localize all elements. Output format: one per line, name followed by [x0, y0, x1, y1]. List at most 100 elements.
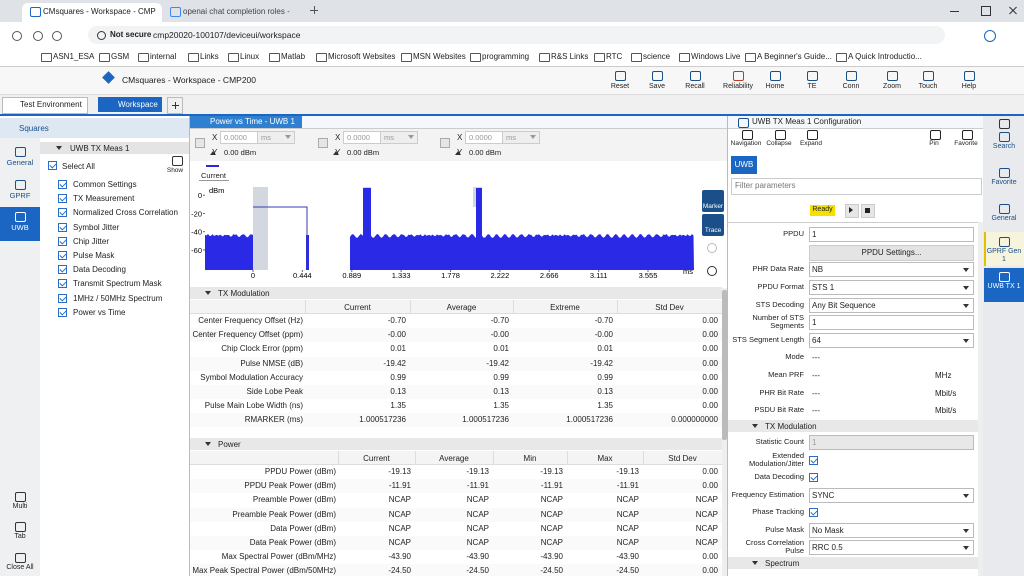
- checkbox[interactable]: [58, 180, 67, 189]
- cell-value: 0.00: [617, 373, 718, 382]
- y-tick-label: -20: [191, 209, 202, 218]
- checkbox[interactable]: [809, 456, 818, 465]
- folder-icon: [188, 53, 199, 62]
- icon: [15, 180, 26, 190]
- label-text: Pulse Mask: [765, 526, 804, 534]
- tree-item[interactable]: Symbol Jitter: [73, 223, 119, 232]
- bookmark[interactable]: programming: [482, 52, 529, 61]
- cell-value: 1.35: [410, 401, 509, 410]
- tree-item[interactable]: Pulse Mask: [73, 251, 114, 260]
- bookmark[interactable]: ASN1_ESA: [53, 52, 94, 61]
- cell-value: NCAP: [415, 524, 489, 533]
- checkbox[interactable]: [58, 208, 67, 217]
- nav-item[interactable]: GPRF: [0, 191, 40, 200]
- side-button-label[interactable]: Trace: [702, 227, 724, 234]
- field-box[interactable]: [809, 262, 974, 277]
- tree-item[interactable]: Chip Jitter: [73, 237, 109, 246]
- side-button-label[interactable]: Marker: [702, 203, 724, 210]
- marker-toggle[interactable]: [318, 138, 328, 148]
- field-box[interactable]: [809, 435, 974, 450]
- field-box[interactable]: [809, 227, 974, 242]
- marker-toggle[interactable]: [195, 138, 205, 148]
- bookmark[interactable]: RTC: [606, 52, 622, 61]
- nav-button[interactable]: [12, 31, 22, 41]
- cell-value: -0.70: [410, 316, 509, 325]
- right-nav-item[interactable]: Search: [984, 143, 1024, 151]
- config-tool[interactable]: Favorite: [946, 140, 986, 147]
- bookmark[interactable]: Windows Live: [691, 52, 740, 61]
- nav-button[interactable]: [52, 31, 62, 41]
- field-box[interactable]: [809, 333, 974, 348]
- checkbox[interactable]: [809, 473, 818, 482]
- check-mark: [59, 180, 66, 187]
- section-title: TX Modulation: [218, 289, 270, 298]
- marker-toggle[interactable]: [440, 138, 450, 148]
- right-nav-item[interactable]: General: [984, 215, 1024, 223]
- label-text: Frequency Estimation: [731, 491, 804, 499]
- window-control[interactable]: [950, 11, 959, 12]
- bookmark[interactable]: MSN Websites: [413, 52, 466, 61]
- tree-item[interactable]: Transmit Spectrum Mask: [73, 279, 162, 288]
- bookmark[interactable]: Microsoft Websites: [328, 52, 395, 61]
- checkbox[interactable]: [58, 194, 67, 203]
- config-tool[interactable]: Expand: [791, 140, 831, 147]
- nav-item[interactable]: General: [0, 158, 40, 167]
- bookmark[interactable]: science: [643, 52, 670, 61]
- bookmark[interactable]: A Beginner's Guide...: [757, 52, 832, 61]
- tree-item[interactable]: Power vs Time: [73, 308, 125, 317]
- nav-item[interactable]: Tab: [0, 533, 40, 540]
- nav-item[interactable]: UWB: [0, 223, 40, 232]
- checkbox[interactable]: [58, 279, 67, 288]
- checkbox[interactable]: [58, 308, 67, 317]
- cell-value: NCAP: [415, 538, 489, 547]
- squares-title: Squares: [19, 124, 49, 133]
- field-box[interactable]: [809, 315, 974, 330]
- label-text: PPDU Format: [757, 283, 804, 291]
- tree-item[interactable]: Normalized Cross Correlation: [73, 208, 178, 217]
- checkbox[interactable]: [809, 508, 818, 517]
- row-label: Center Frequency Offset (Hz): [190, 316, 303, 325]
- nav-item[interactable]: Close All: [0, 564, 40, 571]
- checkbox[interactable]: [58, 251, 67, 260]
- bookmark[interactable]: R&S Links: [551, 52, 588, 61]
- marker-x-label: X: [457, 133, 462, 142]
- checkbox[interactable]: [58, 294, 67, 303]
- tree-item[interactable]: TX Measurement: [73, 194, 134, 203]
- icon: [738, 118, 749, 128]
- bookmark[interactable]: Matlab: [281, 52, 305, 61]
- bookmark[interactable]: GSM: [111, 52, 129, 61]
- checkbox[interactable]: [58, 223, 67, 232]
- bookmark[interactable]: internal: [150, 52, 176, 61]
- bookmark[interactable]: A Quick Introductio...: [848, 52, 922, 61]
- nav-button[interactable]: [33, 31, 43, 41]
- row-label: Data Peak Power (dBm): [190, 538, 336, 547]
- section-header: [190, 287, 722, 299]
- select-all[interactable]: Select All: [62, 162, 95, 171]
- icon: [30, 7, 41, 17]
- window-control[interactable]: [981, 6, 991, 16]
- field-label: STS Decoding: [731, 296, 804, 314]
- label-text: Data Decoding: [754, 473, 804, 481]
- checkbox[interactable]: [58, 265, 67, 274]
- right-nav-item[interactable]: UWB TX 1: [984, 283, 1024, 291]
- checkbox[interactable]: [48, 161, 57, 170]
- tree-item[interactable]: Common Settings: [73, 180, 137, 189]
- cell-value: 0.13: [513, 387, 613, 396]
- checkbox[interactable]: [58, 237, 67, 246]
- bookmark[interactable]: Links: [200, 52, 219, 61]
- field-label: PPDU: [731, 225, 804, 243]
- add-tab[interactable]: [167, 97, 183, 114]
- triangle-icon: [752, 561, 758, 565]
- nav-item[interactable]: Multi: [0, 503, 40, 510]
- button-label[interactable]: PPDU Settings...: [809, 248, 974, 257]
- show-button[interactable]: Show: [160, 167, 190, 174]
- tree-item[interactable]: Data Decoding: [73, 265, 126, 274]
- icon: [770, 71, 781, 81]
- new-tab[interactable]: [310, 6, 318, 14]
- x-unit: ms: [683, 267, 693, 276]
- right-nav-item[interactable]: GPRF Gen 1: [984, 248, 1024, 264]
- tree-item[interactable]: 1MHz / 50MHz Spectrum: [73, 294, 162, 303]
- right-nav-item[interactable]: Favorite: [984, 179, 1024, 187]
- bookmark[interactable]: Linux: [240, 52, 259, 61]
- toolbar-button[interactable]: Help: [944, 83, 994, 90]
